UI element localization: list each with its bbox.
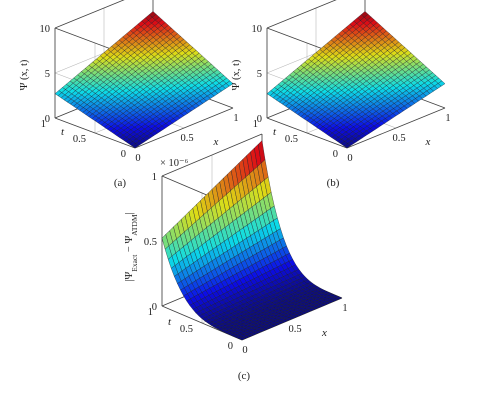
x-tick-label: 0	[347, 153, 352, 164]
x-tick-label: 0.5	[288, 324, 301, 335]
x-tick-label: 0.5	[392, 133, 405, 144]
t-tick-label: 0	[121, 149, 126, 160]
x-tick-label: 1	[445, 113, 450, 124]
t-tick-label: 1	[41, 119, 46, 130]
panel-label: (a)	[114, 177, 127, 189]
x-tick-label: 0	[135, 153, 140, 164]
t-tick-label: 1	[253, 119, 258, 130]
x-tick-label: 0.5	[180, 133, 193, 144]
z-tick-label: 10	[40, 24, 51, 35]
z-tick-label: 0	[45, 114, 50, 125]
z-multiplier: × 10⁻⁶	[160, 158, 189, 169]
panel-label: (b)	[327, 177, 340, 189]
z-axis-label: Ψ (x, t)	[19, 59, 30, 90]
surface-cell	[225, 80, 234, 87]
axis-edge	[266, 117, 348, 149]
z-tick-label: 5	[257, 69, 262, 80]
x-tick-label: 0	[242, 345, 247, 356]
axis-edge	[161, 133, 263, 177]
t-axis-label: t	[168, 316, 172, 328]
z-axis-label: Ψ (x, t)	[231, 59, 242, 90]
t-axis-label: t	[273, 126, 277, 138]
axis-edge	[346, 107, 446, 149]
z-tick-label: 0.5	[144, 237, 157, 248]
axis-edge	[266, 0, 337, 29]
t-tick-label: 0.5	[73, 134, 86, 145]
z-axis-label: |ΨExact − ΨATDM|	[124, 212, 139, 281]
surface-plot	[266, 11, 446, 149]
z-label-close: |	[124, 212, 135, 214]
z-tick-label: 0	[152, 302, 157, 313]
z-tick-label: 0	[257, 114, 262, 125]
z-label-mid: − Ψ	[124, 236, 135, 255]
z-tick-label: 1	[152, 172, 157, 183]
surface-plot	[54, 11, 234, 149]
surface-cell	[437, 80, 446, 87]
z-tick-label: 5	[45, 69, 50, 80]
axis-edge	[54, 117, 136, 149]
z-tick-label: 10	[252, 24, 263, 35]
x-tick-label: 1	[233, 113, 238, 124]
t-tick-label: 0	[333, 149, 338, 160]
x-axis-label: x	[425, 136, 431, 148]
x-axis-label: x	[213, 136, 219, 148]
surface-plot	[161, 140, 343, 341]
x-axis-label: x	[321, 327, 327, 339]
z-label-open: |Ψ	[124, 272, 135, 282]
surface-cell	[334, 296, 343, 300]
t-tick-label: 0.5	[180, 324, 193, 335]
t-axis-label: t	[61, 126, 65, 138]
t-tick-label: 0	[228, 341, 233, 352]
z-label-sub-atdm: ATDM	[130, 214, 139, 236]
t-tick-label: 1	[148, 307, 153, 318]
axis-edge	[134, 107, 234, 149]
z-label-sub-exact: Exact	[130, 254, 139, 272]
x-tick-label: 1	[342, 303, 347, 314]
axis-edge	[54, 0, 125, 29]
panel-label: (c)	[238, 370, 251, 382]
t-tick-label: 0.5	[285, 134, 298, 145]
